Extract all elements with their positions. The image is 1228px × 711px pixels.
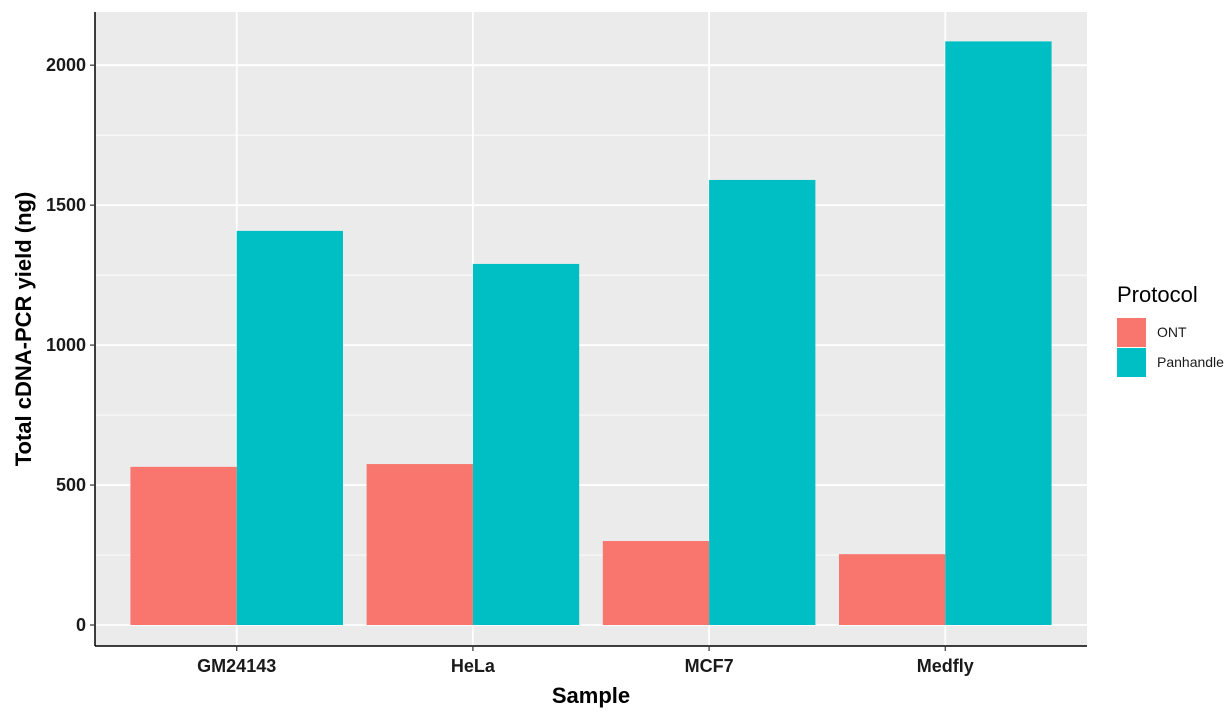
bar-ont-hela <box>366 464 473 626</box>
y-tick-label: 1000 <box>46 335 86 355</box>
legend-key-panhandle <box>1117 348 1146 377</box>
legend-label-panhandle: Panhandle <box>1157 354 1224 370</box>
y-tick-label: 0 <box>76 615 86 635</box>
x-axis-title: Sample <box>552 683 630 708</box>
bar-ont-gm24143 <box>130 466 237 626</box>
legend-label-ont: ONT <box>1157 324 1187 340</box>
bar-panhandle-mcf7 <box>709 179 816 626</box>
bars <box>130 41 1052 626</box>
x-tick-label: GM24143 <box>197 656 276 676</box>
bar-panhandle-gm24143 <box>236 230 343 626</box>
legend-items: ONT Panhandle <box>1117 318 1224 377</box>
legend-title: Protocol <box>1117 282 1198 307</box>
legend-key-ont <box>1117 318 1146 347</box>
y-tick-label: 500 <box>56 475 86 495</box>
y-axis-title: Total cDNA-PCR yield (ng) <box>11 192 36 467</box>
y-tick-label: 1500 <box>46 195 86 215</box>
x-axis-ticks: GM24143 HeLa MCF7 Medfly <box>197 646 974 676</box>
y-tick-label: 2000 <box>46 55 86 75</box>
bar-ont-mcf7 <box>602 541 710 626</box>
y-axis-ticks: 0 500 1000 1500 2000 <box>46 55 95 635</box>
bar-panhandle-hela <box>472 263 580 626</box>
legend: Protocol ONT Panhandle <box>1117 282 1224 377</box>
bar-panhandle-medfly <box>945 41 1052 626</box>
bar-ont-medfly <box>839 554 946 626</box>
x-tick-label: Medfly <box>917 656 974 676</box>
x-tick-label: MCF7 <box>685 656 734 676</box>
x-tick-label: HeLa <box>451 656 496 676</box>
